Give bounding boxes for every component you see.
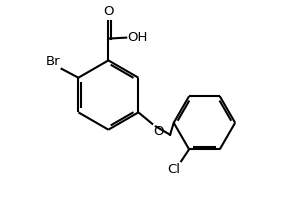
Text: Cl: Cl (168, 163, 181, 176)
Text: Br: Br (46, 55, 61, 68)
Text: O: O (103, 5, 114, 18)
Text: O: O (153, 125, 163, 138)
Text: OH: OH (127, 31, 148, 44)
